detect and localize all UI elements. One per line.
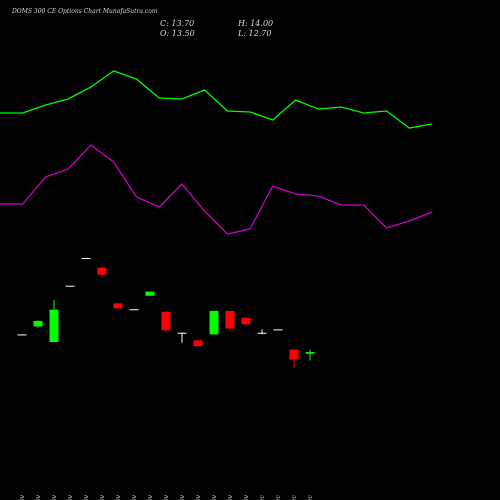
candle-body [305, 352, 315, 354]
candle-body [97, 267, 107, 275]
candle-body [65, 285, 75, 287]
candle-body [241, 317, 251, 325]
x-tick-label: 12 Nov [67, 494, 74, 500]
x-tick-label: 24 Nov [179, 494, 186, 500]
x-tick-label: 03 Dec [291, 494, 298, 500]
indicator-line [0, 70, 433, 129]
x-tick-label: 11 Nov [51, 494, 58, 500]
x-tick-label: 01 Dec [259, 494, 266, 500]
indicator-line [0, 144, 433, 235]
ohlc-open: O: 13.50 [160, 29, 195, 38]
candle-body [33, 320, 43, 327]
x-tick-label: 14 Nov [83, 494, 90, 500]
candle-body [209, 310, 219, 335]
ohlc-low: L: 12.70 [237, 29, 271, 38]
candle-body [161, 311, 171, 331]
candle-body [225, 310, 235, 329]
candle-body [193, 340, 203, 347]
x-tick-label: 27 Nov [227, 494, 234, 500]
x-tick-label: 20 Nov [147, 494, 154, 500]
candle-body [49, 309, 59, 342]
candle-body [257, 332, 267, 334]
candle-body [177, 332, 187, 334]
x-tick-label: 07 Nov [19, 494, 26, 500]
candle-body [113, 303, 123, 309]
x-tick-label: 02 Dec [275, 494, 282, 500]
x-tick-label: 10 Nov [35, 494, 42, 500]
x-tick-label: 17 Nov [99, 494, 106, 500]
x-tick-label: 19 Nov [131, 494, 138, 500]
candle-body [17, 334, 27, 336]
ohlc-close: C: 13.70 [160, 19, 194, 28]
x-tick-label: 18 Nov [115, 494, 122, 500]
x-tick-label: 28 Nov [243, 494, 250, 500]
x-tick-label: 26 Nov [211, 494, 218, 500]
candle-body [145, 291, 155, 296]
candle-body [81, 258, 91, 259]
x-tick-label: 04 Dec [307, 494, 314, 500]
x-tick-label: 21 Nov [163, 494, 170, 500]
ohlc-high: H: 14.00 [237, 19, 273, 28]
candle-body [129, 309, 139, 311]
chart-title: DOMS 300 CE Options Chart MunafaSutra.co… [11, 8, 158, 15]
candle-body [289, 349, 299, 360]
x-tick-label: 25 Nov [195, 494, 202, 500]
candle-body [273, 329, 283, 331]
